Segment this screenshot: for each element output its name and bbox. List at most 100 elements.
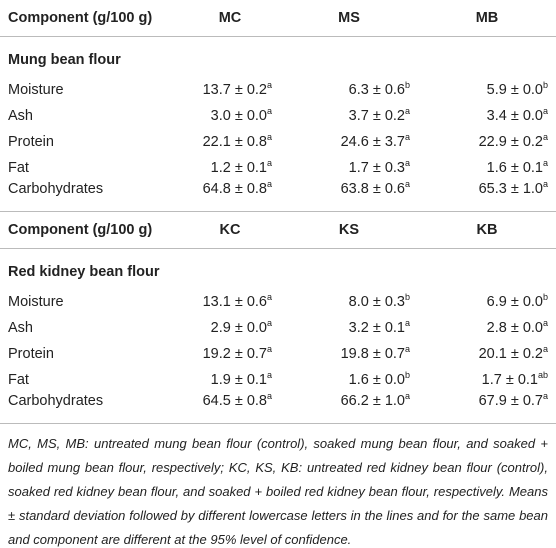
value: 2.8 ± 0.0: [486, 320, 543, 336]
significance-letter: a: [542, 158, 548, 168]
value-cell: 1.9 ± 0.1a: [180, 367, 280, 393]
value: 2.9 ± 0.0: [210, 320, 267, 336]
row-label: Carbohydrates: [0, 181, 180, 212]
significance-letter: a: [266, 158, 272, 168]
value-cell: 66.2 ± 1.0a: [280, 391, 418, 424]
significance-letter: a: [542, 318, 548, 328]
section-title-row: Mung bean flour: [0, 37, 556, 78]
value-cell: 13.7 ± 0.2a: [180, 77, 280, 103]
column-header: KC: [180, 211, 280, 249]
significance-letter: a: [266, 80, 272, 90]
row-label: Carbohydrates: [0, 393, 180, 424]
value: 13.1 ± 0.6: [202, 294, 267, 310]
significance-letter: b: [542, 292, 548, 302]
significance-letter: a: [404, 106, 410, 116]
value: 1.7 ± 0.1: [481, 372, 538, 388]
value-cell: 8.0 ± 0.3b: [280, 289, 418, 315]
significance-letter: a: [266, 179, 272, 189]
value: 63.8 ± 0.6: [340, 181, 405, 197]
value-cell: 3.7 ± 0.2a: [280, 103, 418, 129]
significance-letter: a: [266, 370, 272, 380]
data-row: Moisture 13.1 ± 0.6a 8.0 ± 0.3b 6.9 ± 0.0b: [0, 289, 556, 315]
value-cell: 13.1 ± 0.6a: [180, 289, 280, 315]
significance-letter: a: [404, 318, 410, 328]
data-row: Moisture 13.7 ± 0.2a 6.3 ± 0.6b 5.9 ± 0.0b: [0, 77, 556, 103]
column-header: MS: [280, 0, 418, 37]
column-header: MC: [180, 0, 280, 37]
value-cell: 1.7 ± 0.1ab: [418, 367, 556, 393]
significance-letter: a: [404, 391, 410, 401]
significance-letter: a: [542, 132, 548, 142]
value: 3.0 ± 0.0: [210, 108, 267, 124]
value-cell: 3.4 ± 0.0a: [418, 103, 556, 129]
row-label: Ash: [8, 108, 33, 124]
significance-letter: a: [266, 106, 272, 116]
value: 64.5 ± 0.8: [202, 393, 267, 409]
data-row: Carbohydrates 64.8 ± 0.8a 63.8 ± 0.6a 65.3 …: [0, 179, 556, 212]
value-cell: 5.9 ± 0.0b: [418, 77, 556, 103]
value: 22.9 ± 0.2: [478, 134, 543, 150]
row-label: Moisture: [8, 82, 64, 98]
section-title-row: Red kidney bean flour: [0, 249, 556, 290]
value-cell: 6.3 ± 0.6b: [280, 77, 418, 103]
value-cell: 6.9 ± 0.0b: [418, 289, 556, 315]
composition-table: Component (g/100 g) MC MS MB Mung bean flour…: [0, 0, 556, 424]
value-cell: 63.8 ± 0.6a: [280, 179, 418, 212]
significance-letter: a: [404, 179, 410, 189]
value-cell: 2.9 ± 0.0a: [180, 315, 280, 341]
footnote: MC, MS, MB: untreated mung bean flour (c…: [8, 436, 548, 547]
value-cell: 3.2 ± 0.1a: [280, 315, 418, 341]
value-cell: 1.2 ± 0.1a: [180, 155, 280, 181]
value-cell: 67.9 ± 0.7a: [418, 391, 556, 424]
significance-letter: a: [542, 391, 548, 401]
value-cell: 22.9 ± 0.2a: [418, 129, 556, 155]
value: 67.9 ± 0.7: [478, 393, 543, 409]
value: 1.9 ± 0.1: [210, 372, 267, 388]
value-cell: 2.8 ± 0.0a: [418, 315, 556, 341]
value-cell: 3.0 ± 0.0a: [180, 103, 280, 129]
value: 66.2 ± 1.0: [340, 393, 405, 409]
significance-letter: a: [266, 292, 272, 302]
significance-letter: a: [542, 179, 548, 189]
value-cell: 1.6 ± 0.1a: [418, 155, 556, 181]
value: 8.0 ± 0.3: [348, 294, 405, 310]
value: 1.6 ± 0.1: [486, 160, 543, 176]
row-label: Fat: [8, 160, 29, 176]
column-header: KB: [418, 211, 556, 249]
header-row: Component (g/100 g) MC MS MB: [0, 0, 556, 37]
value: 3.4 ± 0.0: [486, 108, 543, 124]
value: 64.8 ± 0.8: [202, 181, 267, 197]
section-title: Mung bean flour: [8, 52, 121, 68]
value: 22.1 ± 0.8: [202, 134, 267, 150]
value-cell: 1.7 ± 0.3a: [280, 155, 418, 181]
value: 13.7 ± 0.2: [202, 82, 267, 98]
value-cell: 65.3 ± 1.0a: [418, 179, 556, 212]
significance-letter: a: [404, 158, 410, 168]
significance-letter: a: [266, 344, 272, 354]
value: 65.3 ± 1.0: [478, 181, 543, 197]
significance-letter: a: [266, 132, 272, 142]
value-cell: 19.8 ± 0.7a: [280, 341, 418, 367]
value: 3.2 ± 0.1: [348, 320, 405, 336]
significance-letter: a: [542, 106, 548, 116]
significance-letter: b: [404, 80, 410, 90]
value-cell: 64.5 ± 0.8a: [180, 392, 280, 424]
value-cell: 1.6 ± 0.0b: [280, 367, 418, 393]
significance-letter: b: [404, 292, 410, 302]
significance-letter: a: [266, 318, 272, 328]
column-header: Component (g/100 g): [0, 0, 180, 37]
data-row: Ash 2.9 ± 0.0a 3.2 ± 0.1a 2.8 ± 0.0a: [0, 315, 556, 341]
value: 1.6 ± 0.0: [348, 372, 405, 388]
significance-letter: a: [404, 132, 410, 142]
value: 1.2 ± 0.1: [210, 160, 267, 176]
row-label: Protein: [8, 346, 54, 362]
row-label: Fat: [8, 372, 29, 388]
row-label: Protein: [8, 134, 54, 150]
value-cell: 22.1 ± 0.8a: [180, 129, 280, 155]
data-row: Ash 3.0 ± 0.0a 3.7 ± 0.2a 3.4 ± 0.0a: [0, 103, 556, 129]
row-label: Ash: [8, 320, 33, 336]
data-row: Protein 22.1 ± 0.8a 24.6 ± 3.7a 22.9 ± 0.2a: [0, 129, 556, 155]
data-row: Carbohydrates 64.5 ± 0.8a 66.2 ± 1.0a 67.9 …: [0, 391, 556, 424]
section-title: Red kidney bean flour: [8, 264, 160, 280]
data-row: Fat 1.2 ± 0.1a 1.7 ± 0.3a 1.6 ± 0.1a: [0, 155, 556, 181]
